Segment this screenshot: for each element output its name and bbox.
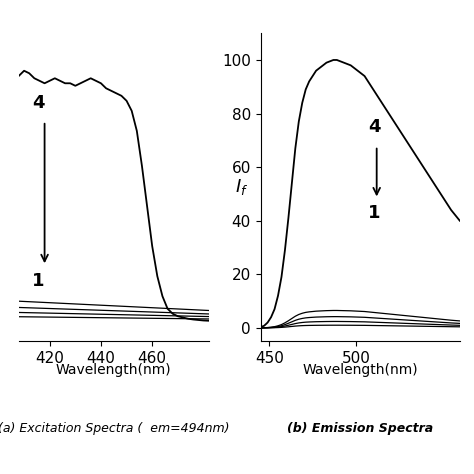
Text: 1: 1 — [368, 204, 381, 222]
Text: 4: 4 — [32, 94, 44, 112]
Text: Wavelength(nm): Wavelength(nm) — [302, 363, 418, 377]
Text: (b) Emission Spectra: (b) Emission Spectra — [287, 422, 433, 435]
Text: 4: 4 — [368, 118, 381, 137]
Text: Wavelength(nm): Wavelength(nm) — [56, 363, 172, 377]
Text: $I_f$: $I_f$ — [235, 177, 248, 197]
Text: 1: 1 — [32, 272, 44, 290]
Text: (a) Excitation Spectra (  em=494nm): (a) Excitation Spectra ( em=494nm) — [0, 422, 229, 435]
